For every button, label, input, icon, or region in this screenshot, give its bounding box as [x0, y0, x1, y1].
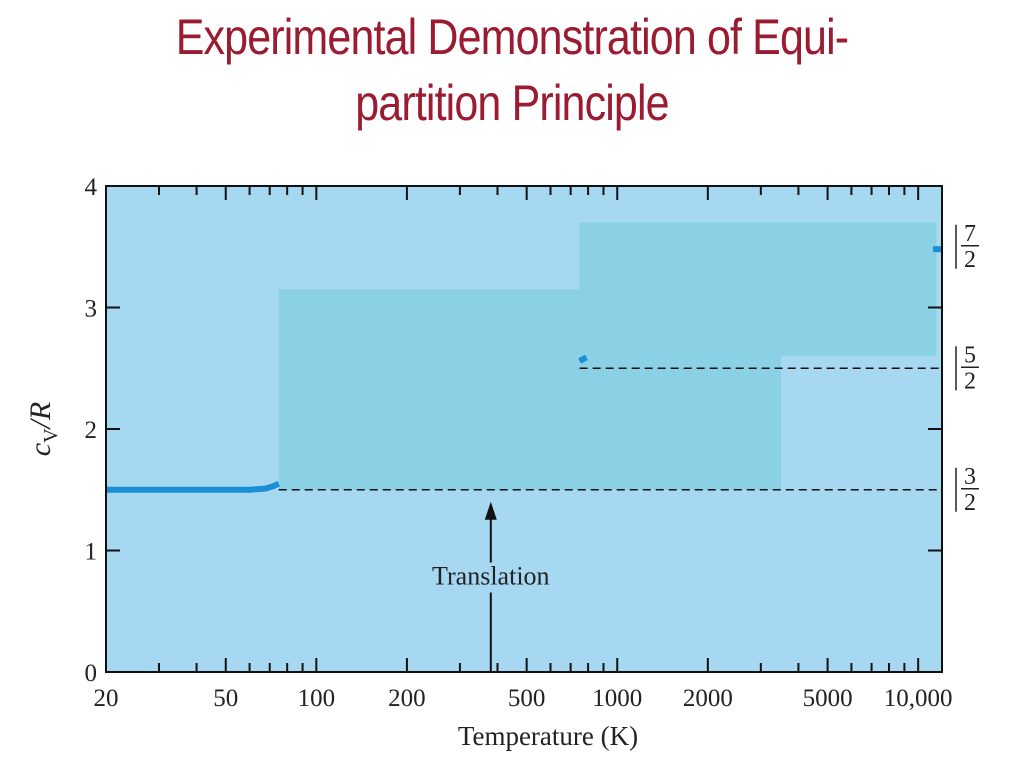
annotation-label-backdrop [408, 562, 573, 593]
x-tick-label: 20 [94, 685, 119, 712]
x-axis-label: Temperature (K) [458, 721, 638, 751]
slide-title-line-2: partition Principle [355, 75, 669, 131]
y-tick-label: 3 [85, 296, 98, 323]
x-tick-label: 2000 [683, 685, 733, 712]
x-tick-label: 100 [298, 685, 336, 712]
annotation-arrow-head [484, 501, 497, 520]
y-tick-label: 1 [85, 539, 98, 566]
data-line-segment-1 [106, 480, 280, 493]
y-tick-label: 0 [85, 660, 98, 687]
y-axis-label: cV/R [24, 402, 62, 456]
right-tick-denominator: 2 [964, 490, 976, 516]
right-tick-denominator: 2 [964, 247, 976, 273]
right-tick-numerator: 5 [964, 342, 976, 368]
right-tick-denominator: 2 [964, 368, 976, 394]
y-tick-label: 2 [85, 417, 98, 444]
right-tick-numerator: 7 [964, 221, 976, 247]
x-tick-label: 10,000 [884, 685, 953, 712]
x-tick-label: 1000 [592, 685, 642, 712]
x-tick-label: 5000 [803, 685, 853, 712]
right-tick-numerator: 3 [964, 464, 976, 490]
x-tick-label: 500 [508, 685, 546, 712]
data-line-segment-2 [578, 354, 588, 364]
shaded-band-2 [579, 222, 937, 357]
y-tick-label: 4 [85, 174, 98, 201]
x-tick-label: 200 [388, 685, 426, 712]
slide-title-line-1: Experimental Demonstration of Equi- [175, 9, 849, 65]
annotation-label: Translation [432, 562, 550, 591]
slide-title: Experimental Demonstration of Equi- part… [72, 4, 953, 136]
x-tick-label: 50 [213, 685, 238, 712]
